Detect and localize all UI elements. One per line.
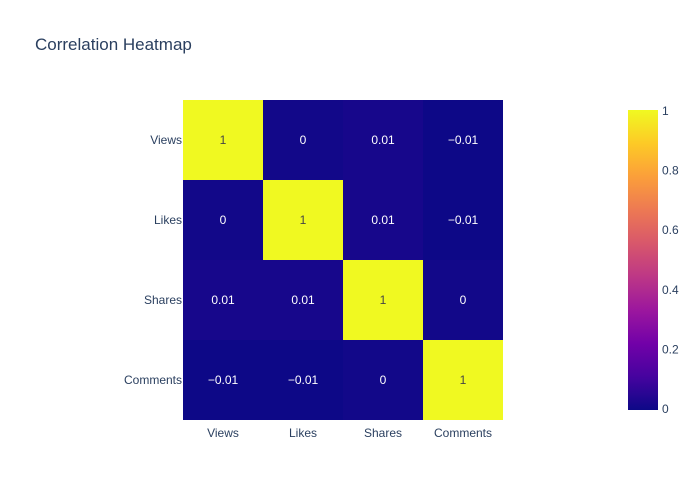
heatmap-cell: [423, 260, 503, 340]
heatmap-cell: [343, 340, 423, 420]
colorbar-tick-label: 0: [662, 402, 669, 416]
colorbar-gradient: [628, 110, 658, 410]
colorbar-tick-label: 0.6: [662, 223, 679, 237]
heatmap-cell: [423, 100, 503, 180]
heatmap-cell-label: 1: [220, 133, 227, 147]
y-tick-label: Shares: [144, 293, 182, 307]
heatmap-cell: [343, 260, 423, 340]
chart-title: Correlation Heatmap: [35, 35, 192, 54]
heatmap-cell: [183, 180, 263, 260]
heatmap-cell-label: 1: [460, 373, 467, 387]
y-tick-label: Likes: [154, 213, 182, 227]
colorbar-tick-label: 0.8: [662, 164, 679, 178]
colorbar-ticks: 0 0.2 0.4 0.6 0.8 1: [662, 104, 679, 416]
x-tick-label: Likes: [289, 426, 317, 440]
y-axis-ticks: Views Likes Shares Comments: [124, 133, 182, 387]
x-tick-label: Comments: [434, 426, 492, 440]
heatmap-cell: [343, 100, 423, 180]
heatmap-cell-label: 0.01: [371, 133, 395, 147]
heatmap-cell-label: −0.01: [448, 213, 479, 227]
heatmap-cell-label: −0.01: [208, 373, 239, 387]
heatmap-cell: [183, 100, 263, 180]
x-tick-label: Shares: [364, 426, 402, 440]
colorbar-tick-label: 0.2: [662, 342, 679, 356]
heatmap-cell: [263, 260, 343, 340]
heatmap-cell-label: −0.01: [288, 373, 319, 387]
heatmap-cell: [343, 180, 423, 260]
heatmap-cell: [183, 260, 263, 340]
heatmap-cell-label: 0: [460, 293, 467, 307]
heatmap-cell: [423, 180, 503, 260]
heatmap-cell-label: −0.01: [448, 133, 479, 147]
heatmap-cell-label: 0: [380, 373, 387, 387]
heatmap-cell-label: 0.01: [211, 293, 235, 307]
heatmap-cell: [183, 340, 263, 420]
heatmap-cell-label: 0.01: [291, 293, 315, 307]
colorbar: 0 0.2 0.4 0.6 0.8 1: [628, 104, 679, 416]
heatmap-cell-label: 1: [300, 213, 307, 227]
x-axis-ticks: Views Likes Shares Comments: [207, 426, 492, 440]
heatmap-cells: 1 0 0.01 −0.01 0 1 0.01 −0.01 0.01 0.01 1 0 −0.01 −0.…: [183, 100, 503, 420]
heatmap-cell: [263, 180, 343, 260]
heatmap-cell-label: 0: [220, 213, 227, 227]
heatmap-cell-label: 1: [380, 293, 387, 307]
colorbar-tick-label: 0.4: [662, 283, 679, 297]
y-tick-label: Comments: [124, 373, 182, 387]
y-tick-label: Views: [150, 133, 182, 147]
heatmap-cell-label: 0: [300, 133, 307, 147]
x-tick-label: Views: [207, 426, 239, 440]
colorbar-tick-label: 1: [662, 104, 669, 118]
heatmap-cell: [263, 340, 343, 420]
heatmap-cell: [263, 100, 343, 180]
heatmap-cell: [423, 340, 503, 420]
heatmap-cell-label: 0.01: [371, 213, 395, 227]
